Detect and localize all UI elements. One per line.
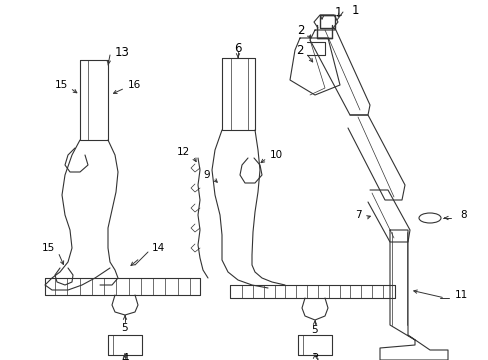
Text: 10: 10 xyxy=(269,150,283,160)
Text: 4: 4 xyxy=(121,351,128,360)
Text: 13: 13 xyxy=(115,45,130,58)
Ellipse shape xyxy=(418,213,440,223)
Text: 5: 5 xyxy=(122,323,128,333)
Text: 15: 15 xyxy=(41,243,55,253)
Text: 5: 5 xyxy=(311,325,318,335)
Text: 2: 2 xyxy=(296,44,304,57)
Text: 15: 15 xyxy=(55,80,68,90)
Text: 9: 9 xyxy=(203,170,209,180)
Text: 12: 12 xyxy=(176,147,190,157)
Text: 8: 8 xyxy=(459,210,466,220)
Text: 3: 3 xyxy=(311,351,318,360)
Text: 11: 11 xyxy=(454,290,468,300)
Text: 1: 1 xyxy=(334,5,342,18)
Text: 7: 7 xyxy=(355,210,361,220)
Text: 14: 14 xyxy=(152,243,165,253)
Text: 6: 6 xyxy=(234,41,241,54)
Text: 2: 2 xyxy=(297,23,305,36)
Text: 16: 16 xyxy=(128,80,141,90)
Text: 1: 1 xyxy=(351,4,359,17)
